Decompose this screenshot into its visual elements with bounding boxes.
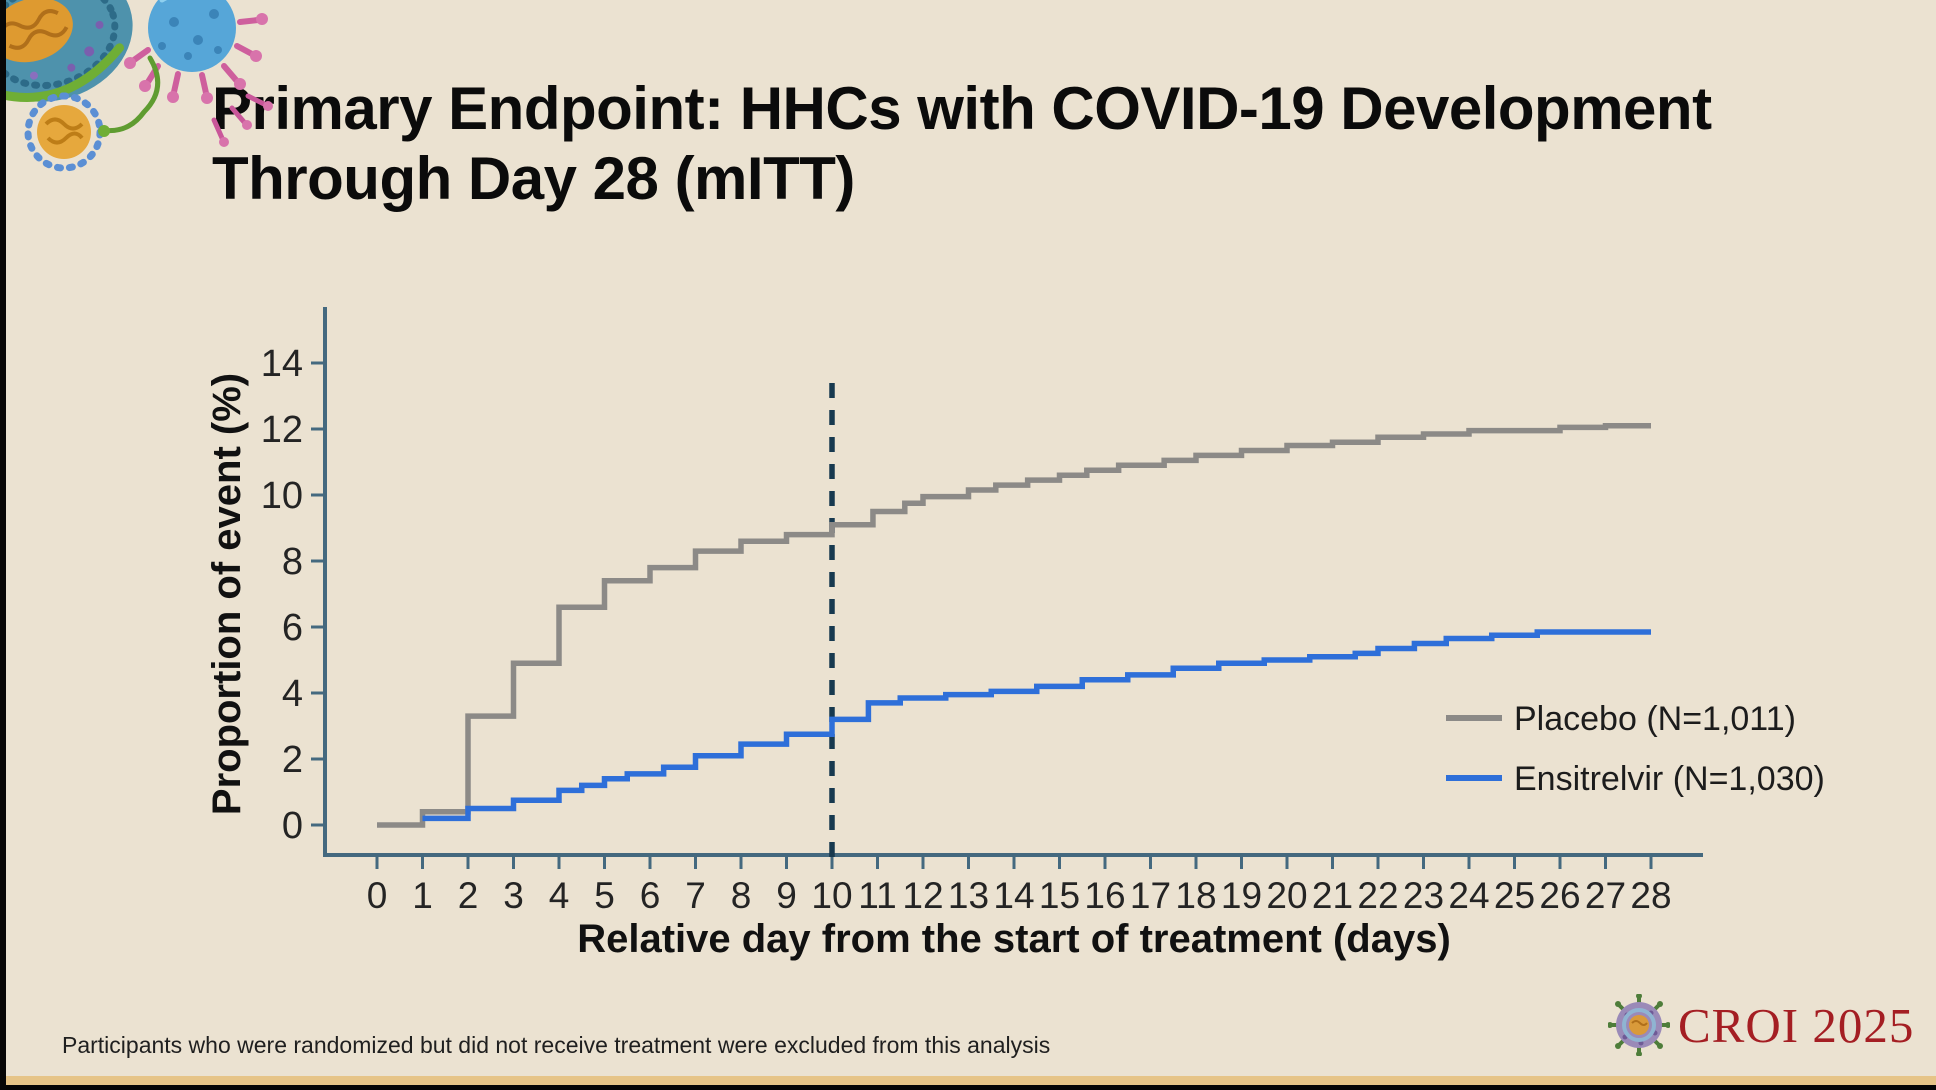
y-tick-label: 8	[282, 541, 303, 583]
x-tick-label: 10	[811, 875, 852, 916]
x-tick-label: 13	[948, 875, 989, 916]
x-tick-label: 15	[1039, 875, 1080, 916]
x-tick-label: 20	[1266, 875, 1307, 916]
virus-corona-icon	[124, 0, 268, 104]
x-tick-label: 3	[503, 875, 524, 916]
x-tick-label: 27	[1585, 875, 1626, 916]
x-tick-label: 17	[1130, 875, 1171, 916]
y-tick-label: 12	[261, 409, 303, 451]
x-tick-label: 18	[1175, 875, 1216, 916]
x-tick-label: 5	[594, 875, 615, 916]
x-tick-label: 12	[902, 875, 943, 916]
x-tick-label: 0	[367, 875, 388, 916]
y-tick-label: 14	[261, 343, 303, 385]
y-tick-label: 4	[282, 673, 303, 715]
y-tick-label: 10	[261, 475, 303, 517]
legend-label-0: Placebo (N=1,011)	[1514, 700, 1796, 738]
x-tick-label: 23	[1403, 875, 1444, 916]
ensitrelvir-curve	[422, 629, 1651, 822]
virus-fringe-icon	[211, 93, 273, 147]
croi-logo-text: CROI 2025	[1678, 997, 1915, 1053]
y-axis-title: Proportion of event (%)	[205, 373, 249, 815]
x-tick-label: 16	[1084, 875, 1125, 916]
x-tick-label: 2	[458, 875, 479, 916]
x-tick-label: 22	[1357, 875, 1398, 916]
x-tick-label: 25	[1494, 875, 1535, 916]
slide-title-line2: Through Day 28 (mITT)	[212, 144, 855, 212]
x-tick-label: 1	[412, 875, 433, 916]
x-tick-label: 11	[858, 875, 896, 916]
virus-illustration	[0, 0, 273, 172]
y-tick-label: 0	[282, 805, 303, 847]
bottom-gold-strip	[0, 1076, 1936, 1085]
x-tick-label: 9	[776, 875, 797, 916]
virus-small-icon	[24, 92, 104, 172]
x-tick-label: 14	[993, 875, 1034, 916]
x-axis-title: Relative day from the start of treatment…	[577, 917, 1451, 961]
x-tick-label: 4	[549, 875, 570, 916]
leaf-decoration	[98, 125, 110, 137]
vine-decoration	[99, 55, 161, 134]
virus-paisley-icon	[0, 0, 133, 102]
croi-virus-icon	[1608, 994, 1670, 1056]
legend-label-1: Ensitrelvir (N=1,030)	[1514, 760, 1825, 798]
left-black-edge	[0, 0, 6, 1090]
y-tick-label: 6	[282, 607, 303, 649]
slide-title: Primary Endpoint: HHCs with COVID-19 Dev…	[212, 74, 1712, 213]
x-tick-label: 7	[685, 875, 706, 916]
x-tick-label: 24	[1448, 875, 1489, 916]
x-tick-label: 19	[1221, 875, 1262, 916]
slide-title-line1: Primary Endpoint: HHCs with COVID-19 Dev…	[212, 75, 1712, 143]
x-tick-label: 21	[1312, 875, 1353, 916]
x-tick-label: 6	[640, 875, 661, 916]
bottom-black-bar	[0, 1085, 1936, 1090]
croi-logo: CROI 2025	[1608, 992, 1914, 1058]
placebo-curve	[377, 422, 1651, 828]
x-tick-label: 28	[1630, 875, 1671, 916]
footnote: Participants who were randomized but did…	[62, 1032, 1051, 1058]
x-tick-label: 26	[1539, 875, 1580, 916]
x-tick-label: 8	[731, 875, 752, 916]
y-tick-label: 2	[282, 739, 303, 781]
